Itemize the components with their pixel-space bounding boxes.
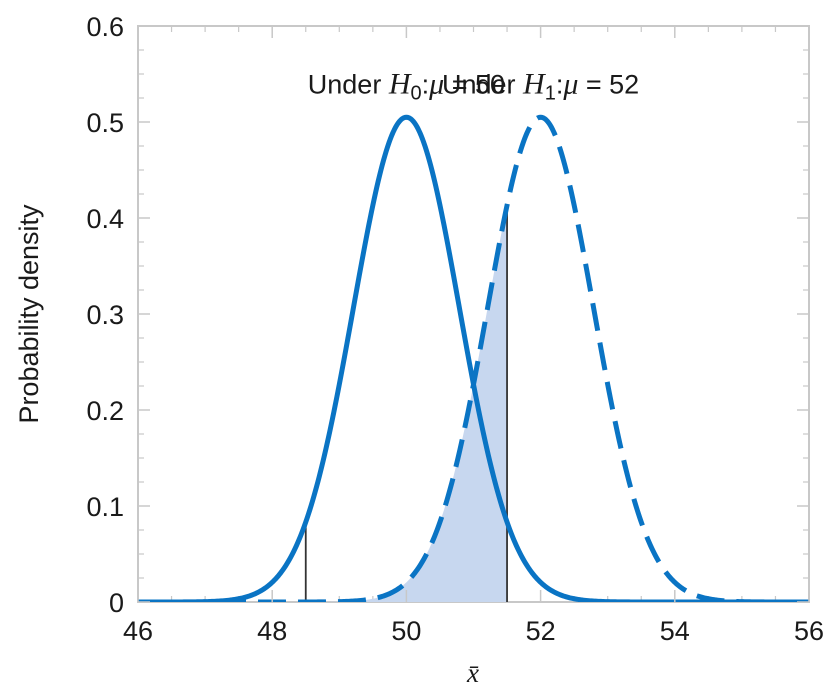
plot-area [138, 114, 809, 602]
y-axis-ticks: 0 0.1 0.2 0.3 0.4 0.5 0.6 [86, 12, 809, 618]
x-tick-label: 48 [257, 616, 287, 646]
x-tick-label: 56 [794, 616, 824, 646]
y-tick-label: 0.4 [86, 204, 124, 234]
x-axis-ticks: 46 48 50 52 54 56 [123, 26, 824, 646]
x-tick-label: 50 [391, 616, 421, 646]
x-tick-label: 54 [660, 616, 690, 646]
y-tick-label: 0.2 [86, 396, 124, 426]
annotation-sub: 0 [411, 83, 422, 105]
annotation-sub: 1 [545, 83, 556, 105]
annotation-colon: : [556, 70, 564, 100]
shaded-region-beta [305, 205, 508, 602]
x-tick-label: 52 [526, 616, 556, 646]
annotation-param: μ [562, 68, 578, 101]
annotation-prefix: Under [308, 70, 389, 100]
y-axis-label: Probability density [14, 204, 44, 424]
y-tick-label: 0.6 [86, 12, 124, 42]
y-tick-label: 0.1 [86, 492, 124, 522]
annotation-var: H [522, 68, 547, 101]
y-tick-label: 0 [109, 588, 124, 618]
annotation-prefix: Under [442, 70, 523, 100]
critical-lines [304, 205, 508, 602]
annotation-eq: = 52 [578, 70, 639, 100]
annotation-label: Under H1:μ = 52 [442, 68, 639, 105]
annotation-colon: : [422, 70, 430, 100]
y-tick-label: 0.5 [86, 108, 124, 138]
x-tick-label: 46 [123, 616, 153, 646]
annotation-eq: = 50 [444, 70, 505, 100]
annotation-label: Under H0:μ = 50 [308, 68, 505, 105]
series-h1-curve [138, 114, 809, 602]
y-tick-label: 0.3 [86, 300, 124, 330]
x-axis-label: x̄ [466, 658, 479, 688]
series-group [138, 114, 809, 602]
annotation-param: μ [428, 68, 444, 101]
annotation-var: H [388, 68, 413, 101]
